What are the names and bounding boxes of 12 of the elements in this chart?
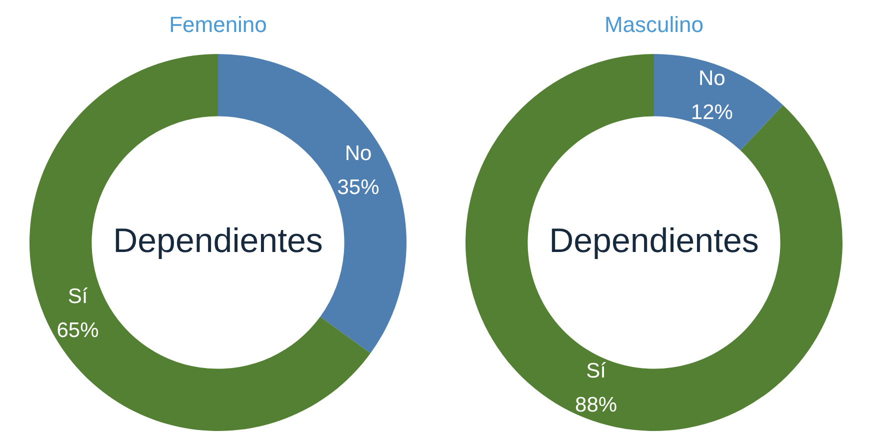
text: Dependientes bbox=[113, 222, 323, 260]
data-label: 88% bbox=[575, 394, 618, 417]
slice-label: Sí bbox=[68, 284, 88, 308]
chart-title: Masculino bbox=[603, 12, 705, 38]
data-label: 35% bbox=[337, 176, 380, 199]
data-label: 12% bbox=[690, 100, 733, 124]
slice-label: No bbox=[344, 142, 372, 165]
slice-label: Sí bbox=[586, 360, 606, 383]
chart-title: Femenino bbox=[168, 12, 268, 38]
data-label: 65% bbox=[56, 318, 99, 342]
text: Dependientes bbox=[549, 222, 759, 260]
slice-label: No bbox=[698, 66, 726, 90]
